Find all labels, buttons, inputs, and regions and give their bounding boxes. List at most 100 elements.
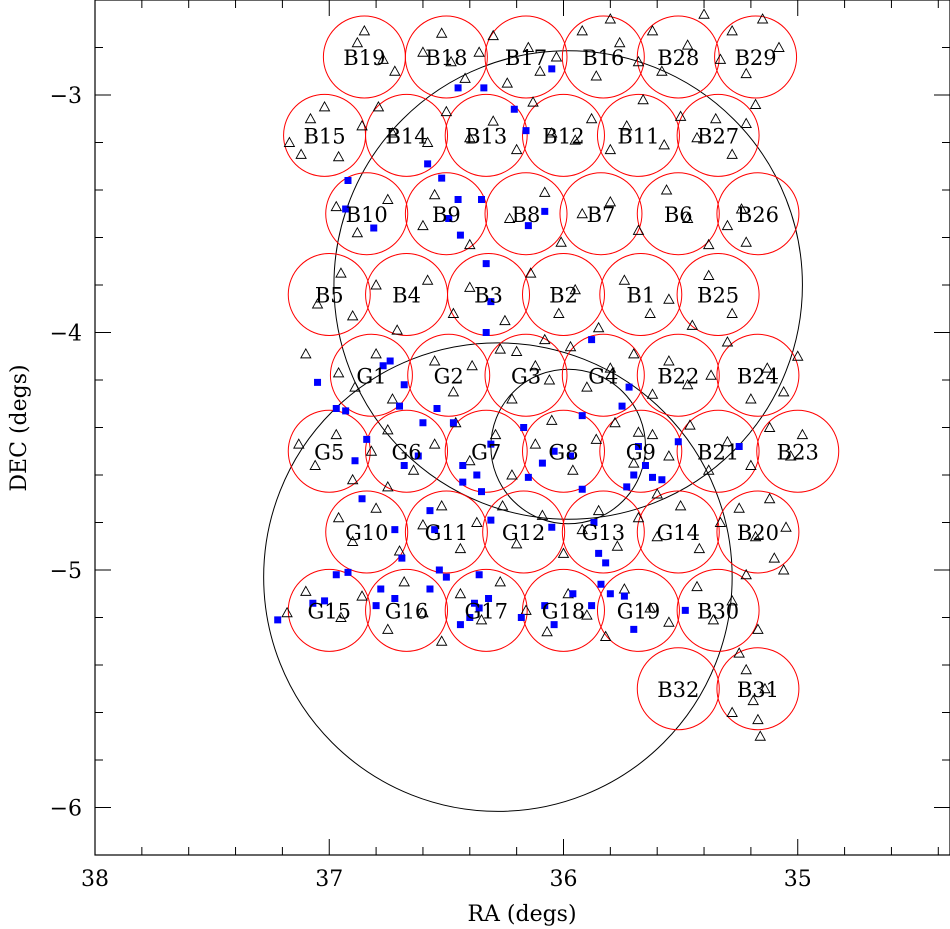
- square-point: [396, 402, 404, 410]
- field-label-b18: B18: [425, 46, 467, 70]
- triangle-point: [311, 298, 324, 309]
- y-tick-label: −6: [50, 797, 82, 822]
- square-point: [391, 595, 399, 602]
- square-point: [475, 604, 483, 612]
- triangle-point: [417, 518, 429, 530]
- square-point: [475, 571, 483, 579]
- square-point: [454, 84, 462, 92]
- field-circle-b12: [522, 93, 605, 177]
- triangle-point: [590, 70, 603, 81]
- field-circle-g10: [325, 490, 409, 574]
- triangle-point: [536, 509, 549, 520]
- square-point: [487, 298, 495, 306]
- triangle-point: [464, 281, 476, 292]
- triangle-point: [604, 195, 617, 207]
- triangle-point: [522, 41, 535, 52]
- triangle-point: [613, 36, 626, 48]
- triangle-points: [281, 8, 809, 741]
- triangle-point: [346, 309, 359, 321]
- field-circle-b25: [676, 253, 760, 336]
- field-label-b30: B30: [697, 599, 739, 623]
- triangle-point: [740, 67, 752, 79]
- triangle-point: [550, 51, 563, 62]
- field-circle-g2: [407, 333, 491, 417]
- square-point: [541, 602, 549, 610]
- triangle-point: [428, 188, 441, 200]
- y-tick-label: −3: [50, 84, 82, 109]
- triangle-point: [628, 347, 640, 359]
- triangle-point: [335, 267, 347, 278]
- triangle-point: [464, 131, 476, 143]
- triangle-point: [681, 39, 694, 50]
- triangle-point: [691, 580, 703, 592]
- triangle-point: [660, 184, 673, 195]
- square-point: [482, 260, 490, 268]
- triangle-point: [304, 112, 317, 124]
- triangle-point: [581, 381, 593, 392]
- triangle-point: [651, 488, 663, 499]
- triangle-point: [330, 200, 343, 212]
- triangle-point: [721, 219, 734, 231]
- square-point: [634, 443, 642, 450]
- square-point: [681, 606, 689, 614]
- triangle-point: [377, 53, 389, 64]
- field-circle-b20: [716, 490, 800, 574]
- triangle-point: [283, 136, 296, 147]
- triangle-point: [569, 134, 581, 145]
- field-label-b29: B29: [734, 46, 776, 70]
- triangle-point: [407, 464, 420, 475]
- field-label-b15: B15: [303, 124, 345, 148]
- square-point: [424, 160, 432, 168]
- field-circle-g6: [365, 409, 449, 493]
- field-label-b9: B9: [432, 203, 461, 227]
- square-point: [674, 438, 682, 446]
- square-point: [438, 174, 446, 182]
- field-label-b8: B8: [512, 203, 541, 227]
- field-circle-b23: [756, 409, 840, 493]
- square-point: [658, 476, 666, 484]
- field-circle-g9: [599, 409, 683, 493]
- field-label-g1: G1: [356, 364, 386, 388]
- field-circle-b29: [714, 15, 798, 99]
- square-point: [372, 602, 380, 610]
- triangle-point: [459, 72, 471, 83]
- triangle-point: [487, 29, 499, 41]
- triangle-point: [714, 516, 727, 527]
- field-circle-b7: [559, 172, 643, 256]
- triangle-point: [693, 542, 706, 554]
- field-label-g19: G19: [617, 599, 661, 623]
- square-points: [274, 65, 743, 633]
- triangle-point: [756, 13, 769, 24]
- triangle-point: [494, 343, 507, 354]
- triangle-point: [763, 421, 776, 432]
- y-tick-label: −5: [50, 559, 82, 584]
- field-label-b19: B19: [343, 46, 385, 70]
- square-point: [442, 573, 450, 581]
- field-circle-b30: [676, 568, 760, 652]
- triangle-point: [733, 502, 745, 513]
- square-point: [419, 419, 427, 427]
- triangle-point: [592, 504, 605, 516]
- field-label-b22: B22: [657, 364, 699, 388]
- triangle-point: [784, 450, 797, 461]
- triangle-point: [618, 274, 631, 285]
- triangle-point: [510, 345, 523, 356]
- square-point: [630, 471, 638, 479]
- square-point: [550, 447, 558, 455]
- square-point: [379, 362, 387, 370]
- triangle-point: [768, 552, 781, 563]
- x-axis-label: RA (degs): [467, 902, 576, 927]
- triangle-point: [506, 393, 518, 404]
- triangle-point: [496, 499, 509, 511]
- triangle-point: [382, 623, 394, 634]
- triangle-point: [681, 378, 694, 390]
- triangle-point: [370, 279, 382, 290]
- triangle-point: [417, 606, 429, 618]
- field-label-b17: B17: [505, 46, 547, 70]
- triangle-point: [618, 583, 631, 594]
- triangle-point: [335, 611, 347, 622]
- triangle-point: [466, 359, 478, 371]
- triangle-point: [644, 602, 656, 613]
- field-label-b5: B5: [315, 284, 344, 308]
- triangle-point: [503, 212, 516, 223]
